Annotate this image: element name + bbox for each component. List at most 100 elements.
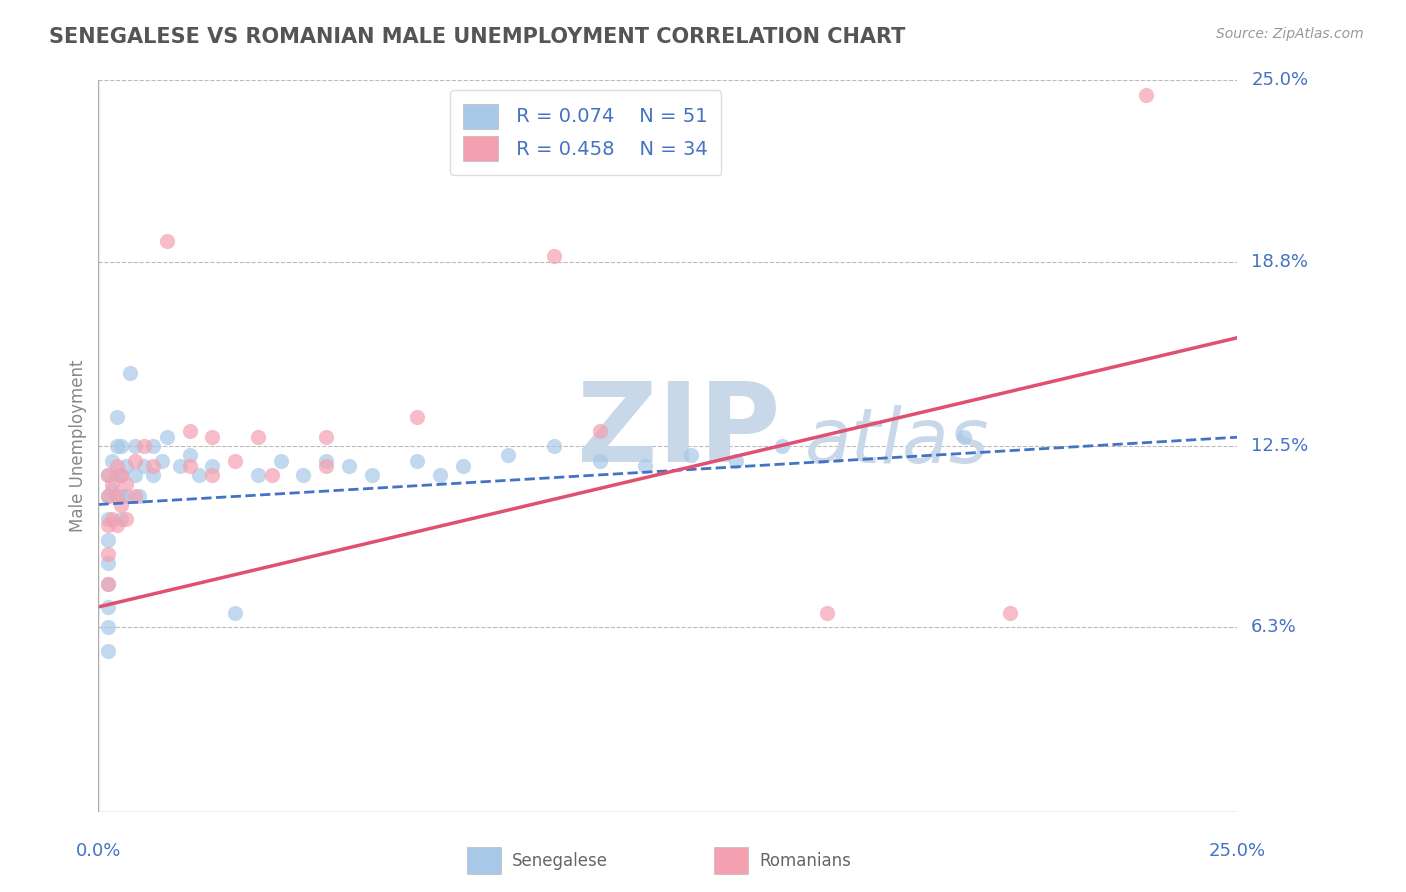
Point bbox=[96, 576, 118, 591]
Point bbox=[315, 459, 337, 474]
Point bbox=[110, 489, 132, 503]
Point bbox=[105, 459, 128, 474]
Point bbox=[634, 459, 657, 474]
Point bbox=[114, 459, 136, 474]
Bar bbox=[714, 847, 748, 874]
Point bbox=[96, 556, 118, 570]
Point bbox=[101, 453, 124, 467]
Point bbox=[101, 477, 124, 491]
Point bbox=[169, 459, 191, 474]
Point bbox=[120, 366, 142, 380]
Text: 18.8%: 18.8% bbox=[1251, 252, 1308, 270]
Text: SENEGALESE VS ROMANIAN MALE UNEMPLOYMENT CORRELATION CHART: SENEGALESE VS ROMANIAN MALE UNEMPLOYMENT… bbox=[49, 27, 905, 46]
Point bbox=[105, 409, 128, 424]
Point bbox=[142, 468, 165, 483]
Point bbox=[246, 468, 269, 483]
Point bbox=[132, 459, 155, 474]
Point bbox=[179, 425, 201, 439]
Point bbox=[105, 468, 128, 483]
Point bbox=[179, 448, 201, 462]
Text: 25.0%: 25.0% bbox=[1251, 71, 1309, 89]
Text: Source: ZipAtlas.com: Source: ZipAtlas.com bbox=[1216, 27, 1364, 41]
Point bbox=[179, 459, 201, 474]
Legend:  R = 0.074    N = 51,  R = 0.458    N = 34: R = 0.074 N = 51, R = 0.458 N = 34 bbox=[450, 90, 721, 175]
Point bbox=[124, 489, 146, 503]
Text: atlas: atlas bbox=[804, 405, 988, 479]
Point bbox=[105, 439, 128, 453]
Point bbox=[110, 468, 132, 483]
Point bbox=[124, 453, 146, 467]
Point bbox=[998, 606, 1021, 620]
Text: 0.0%: 0.0% bbox=[76, 842, 121, 860]
Text: 12.5%: 12.5% bbox=[1251, 437, 1309, 455]
Point bbox=[201, 459, 224, 474]
Point bbox=[588, 453, 610, 467]
Point bbox=[124, 439, 146, 453]
Point bbox=[96, 489, 118, 503]
Point bbox=[142, 439, 165, 453]
Point bbox=[110, 512, 132, 526]
Point bbox=[132, 439, 155, 453]
Point bbox=[101, 483, 124, 497]
Point bbox=[96, 468, 118, 483]
Text: ZIP: ZIP bbox=[576, 378, 780, 485]
Point bbox=[96, 468, 118, 483]
Point bbox=[543, 249, 565, 263]
Text: Romanians: Romanians bbox=[759, 852, 851, 870]
Text: 25.0%: 25.0% bbox=[1209, 842, 1265, 860]
Point bbox=[96, 599, 118, 614]
Point bbox=[337, 459, 360, 474]
Point bbox=[124, 468, 146, 483]
Point bbox=[201, 430, 224, 444]
Point bbox=[114, 477, 136, 491]
Point bbox=[96, 547, 118, 561]
Point bbox=[588, 425, 610, 439]
Point bbox=[770, 439, 793, 453]
Text: 6.3%: 6.3% bbox=[1251, 618, 1296, 636]
Point bbox=[110, 439, 132, 453]
Bar bbox=[467, 847, 501, 874]
Point bbox=[429, 468, 451, 483]
Point bbox=[498, 448, 520, 462]
Point bbox=[246, 430, 269, 444]
Point bbox=[292, 468, 315, 483]
Point bbox=[142, 459, 165, 474]
Point bbox=[679, 448, 702, 462]
Point bbox=[270, 453, 292, 467]
Point bbox=[201, 468, 224, 483]
Point bbox=[451, 459, 474, 474]
Point bbox=[406, 453, 429, 467]
Point bbox=[114, 512, 136, 526]
Point bbox=[96, 512, 118, 526]
Point bbox=[150, 453, 173, 467]
Point bbox=[953, 430, 976, 444]
Point bbox=[543, 439, 565, 453]
Point bbox=[156, 430, 179, 444]
Point bbox=[224, 606, 246, 620]
Text: Senegalese: Senegalese bbox=[512, 852, 607, 870]
Point bbox=[96, 533, 118, 547]
Point bbox=[110, 468, 132, 483]
Point bbox=[156, 234, 179, 248]
Point bbox=[105, 518, 128, 533]
Point bbox=[187, 468, 209, 483]
Point bbox=[815, 606, 838, 620]
Point bbox=[114, 489, 136, 503]
Point bbox=[96, 518, 118, 533]
Point bbox=[260, 468, 283, 483]
Point bbox=[360, 468, 382, 483]
Point bbox=[224, 453, 246, 467]
Point bbox=[105, 489, 128, 503]
Point bbox=[725, 453, 748, 467]
Point bbox=[315, 430, 337, 444]
Point bbox=[406, 409, 429, 424]
Point bbox=[110, 498, 132, 512]
Point bbox=[315, 453, 337, 467]
Point bbox=[1135, 87, 1157, 102]
Point bbox=[128, 489, 150, 503]
Point bbox=[96, 644, 118, 658]
Point bbox=[96, 576, 118, 591]
Point bbox=[96, 489, 118, 503]
Point bbox=[96, 620, 118, 634]
Y-axis label: Male Unemployment: Male Unemployment bbox=[69, 359, 87, 533]
